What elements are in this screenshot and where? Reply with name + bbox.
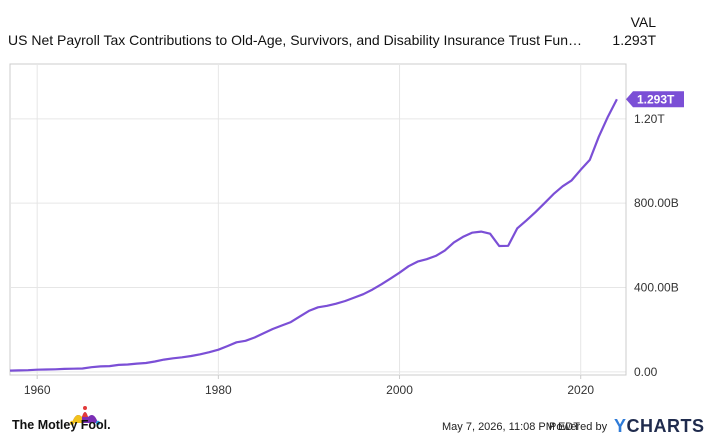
x-tick-label: 2000 [386,383,413,397]
y-tick-label: 0.00 [634,365,658,379]
series-line [9,98,618,372]
end-value-flag-shape [626,91,684,108]
ycharts-logo-y: Y [614,416,627,436]
plot-frame [9,63,627,376]
footer: The Motley Fool. May 7, 2026, 11:08 PM E… [0,405,720,441]
x-tick-label: 1960 [24,383,51,397]
line-chart: 0.00 400.00B 800.00B 1.20T 1960 1980 2000 2020… [9,63,684,397]
motley-fool-logo: The Motley Fool. [12,418,111,432]
grid-lines [9,63,627,376]
ycharts-logo: YCHARTS [614,416,705,437]
val-column-header: VAL [630,14,656,30]
series-title: US Net Payroll Tax Contributions to Old-… [8,32,588,48]
timestamp: May 7, 2026, 11:08 PM EDT [442,421,580,433]
powered-by-label: Powered by [549,421,608,433]
series-group [9,98,618,372]
chart-header: US Net Payroll Tax Contributions to Old-… [0,0,720,52]
y-axis-ticks: 0.00 400.00B 800.00B 1.20T [634,112,679,379]
y-tick-label: 400.00B [634,280,679,294]
x-tick-label: 2020 [567,383,594,397]
end-value-flag: 1.293T [626,91,684,108]
y-tick-label: 800.00B [634,196,679,210]
x-tick-label: 1980 [205,383,232,397]
jester-hat-logo-icon [69,406,101,426]
ycharts-logo-rest: CHARTS [626,416,705,436]
current-value: 1.293T [612,32,656,48]
y-tick-label: 1.20T [634,112,665,126]
end-value-label: 1.293T [637,93,675,107]
x-axis-ticks: 1960 1980 2000 2020 [24,375,594,397]
